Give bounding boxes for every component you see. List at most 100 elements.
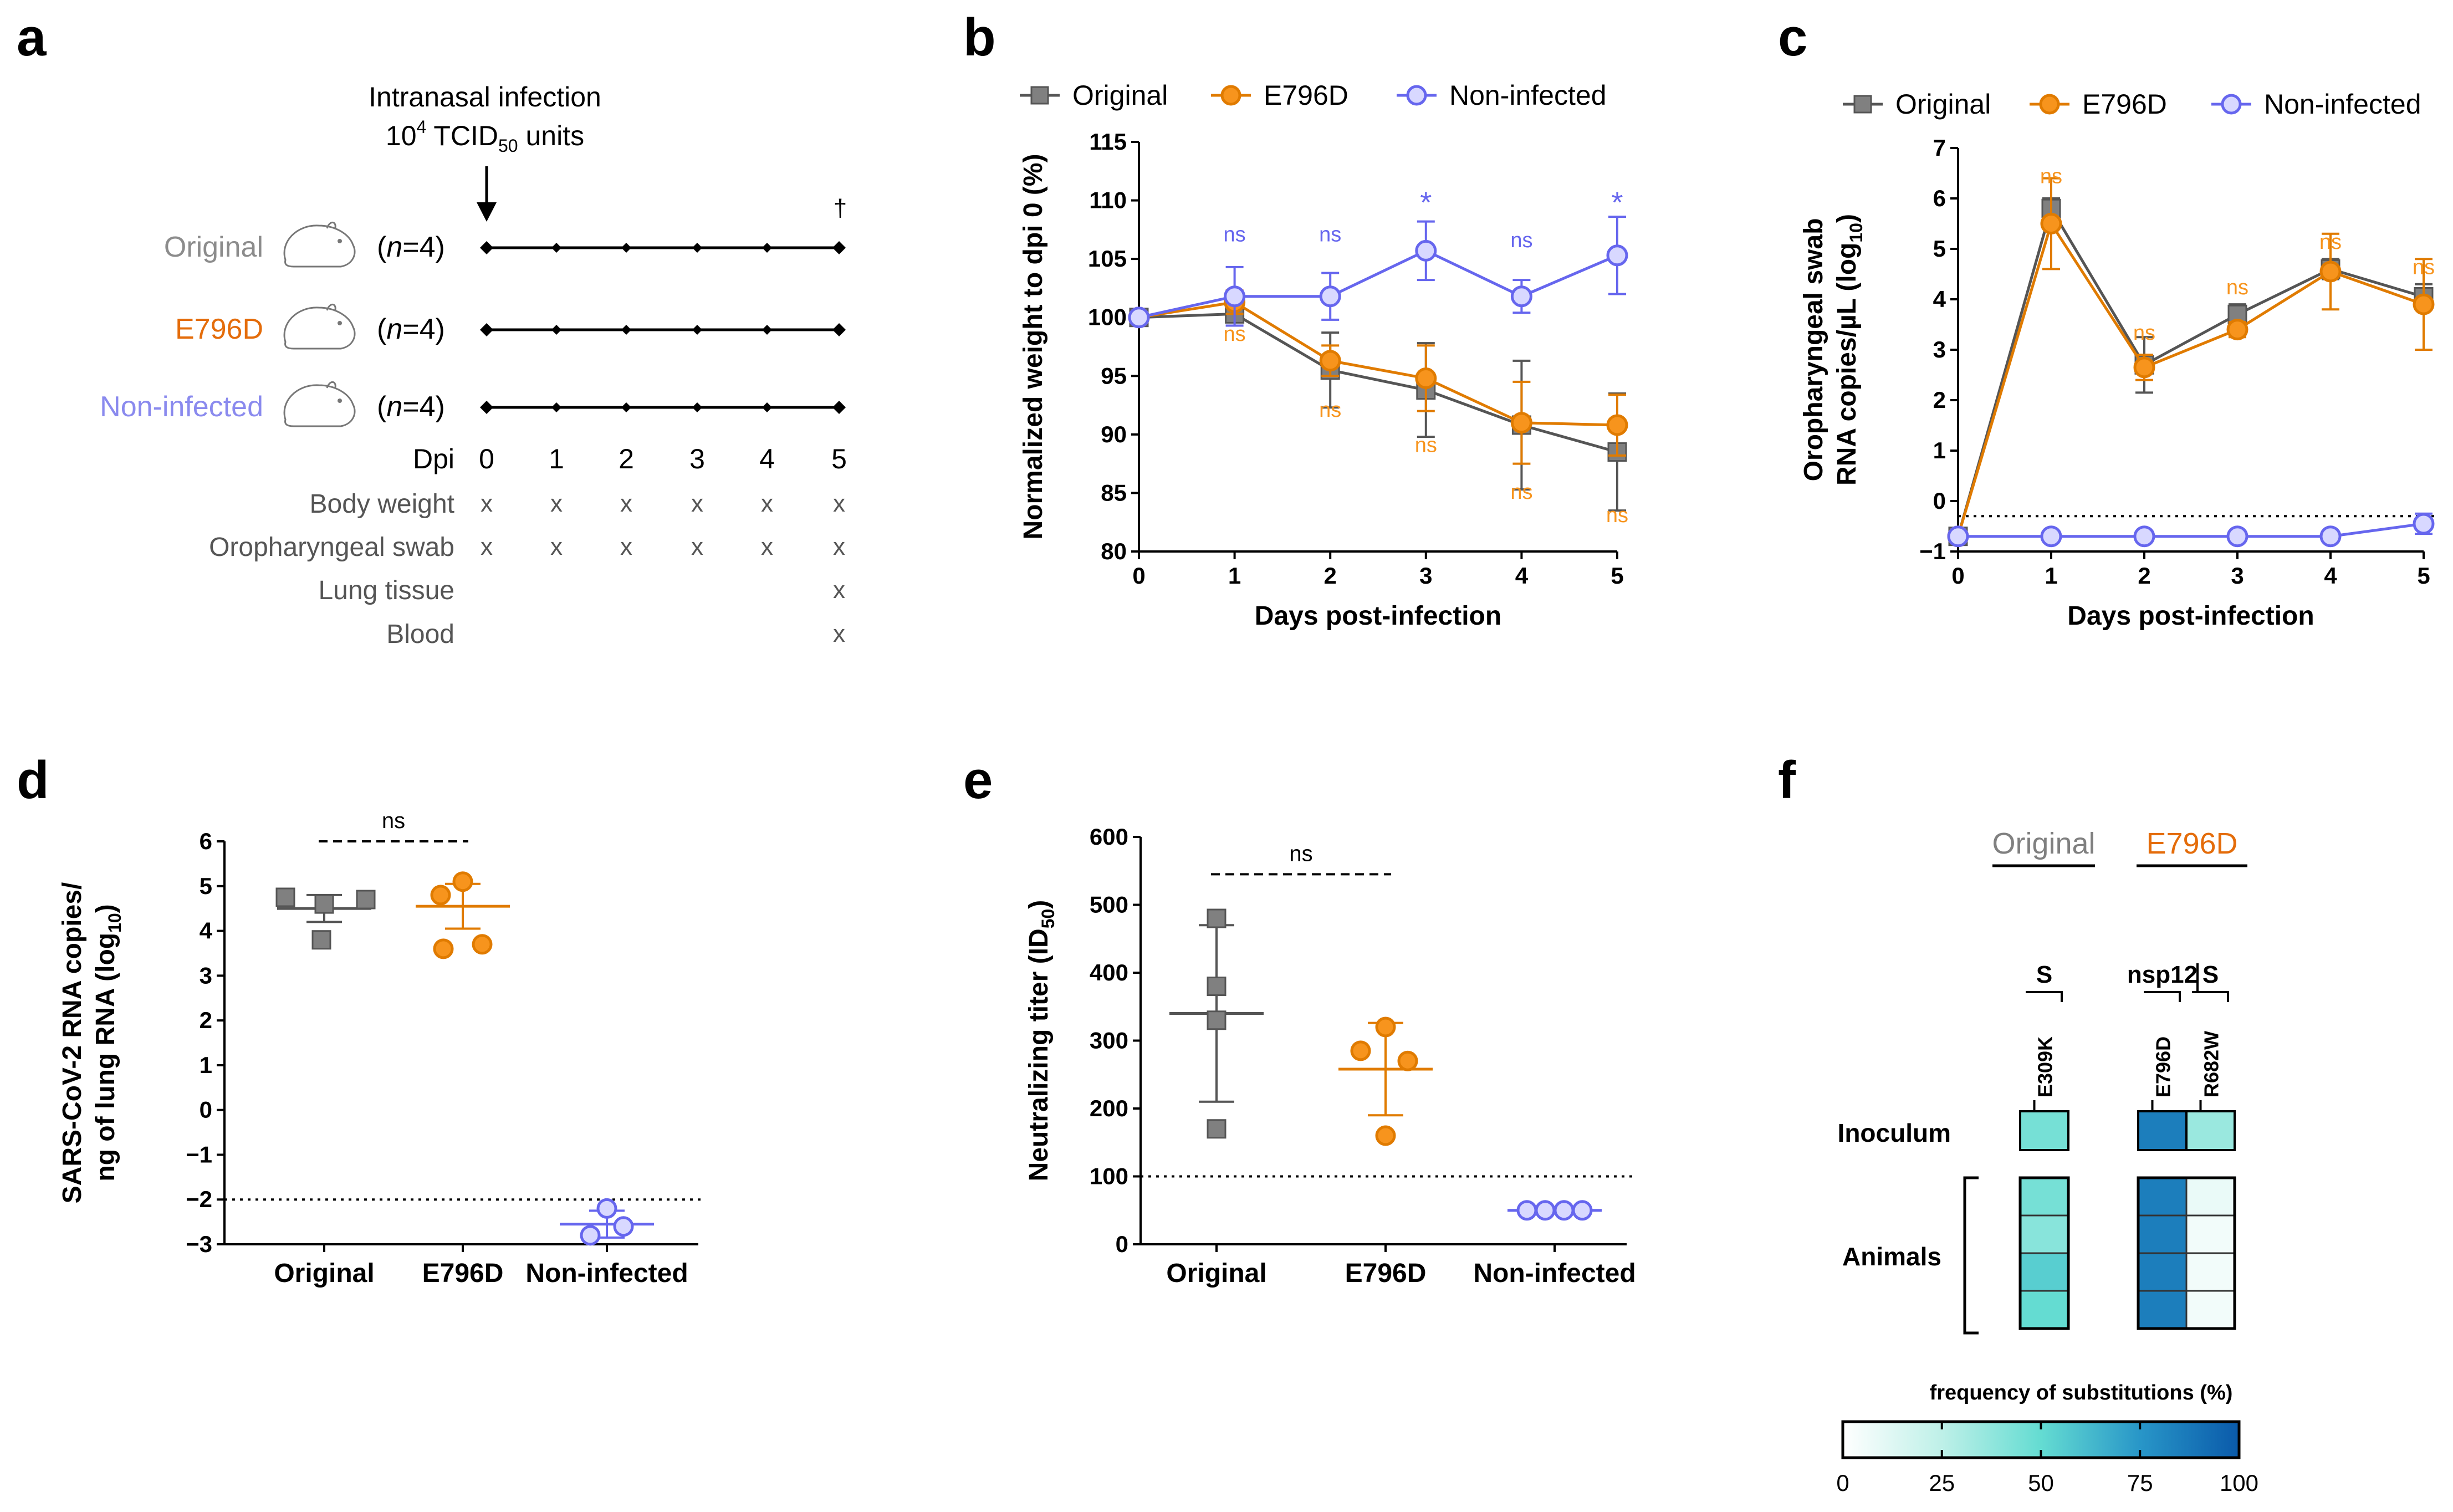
annotation-label: ns: [2319, 231, 2342, 254]
y-title-end: ): [91, 904, 120, 913]
category-label-non-infected: Non-infected: [525, 1259, 688, 1288]
timeline-diamond: [480, 241, 493, 254]
timeline-diamond: [692, 243, 702, 253]
data-point-e796d: [1350, 1040, 1371, 1061]
data-point-non-infected: [2319, 525, 2342, 548]
category-label-non-infected: Non-infected: [1473, 1259, 1636, 1288]
annotation-label: ns: [2040, 165, 2062, 188]
sample-mark: x: [833, 533, 845, 560]
data-point-non-infected: [1128, 307, 1150, 329]
category-label-original: Original: [1166, 1259, 1266, 1288]
y-title-part: RNA copies/µL (log: [1832, 243, 1862, 486]
y-tick-label: 85: [1101, 479, 1127, 505]
heatmap-cell-animal: [2137, 1214, 2188, 1254]
data-point-non-infected: [596, 1198, 617, 1219]
timeline-diamond: [762, 402, 772, 412]
colorbar-tick-label: 25: [1929, 1470, 1955, 1496]
dpi-day-1: 1: [549, 443, 564, 474]
heatmap-cell-animal: [2019, 1214, 2069, 1254]
sample-label-oropharyngeal-swab: Oropharyngeal swab: [209, 533, 454, 562]
y-title-part: Neutralizing titer (ID: [1024, 928, 1054, 1181]
annotation-label: *: [1611, 186, 1623, 219]
group-n-label: (n=4): [377, 391, 445, 423]
y-tick-label: 0: [1933, 488, 1946, 514]
y-tick-label: 100: [1088, 304, 1127, 330]
group-n-value: =4): [402, 231, 445, 263]
legend-marker-e796d: [1220, 85, 1241, 106]
legend-marker-e796d: [2039, 94, 2060, 115]
sample-mark: x: [481, 490, 493, 517]
series-e796d: [416, 871, 510, 959]
timeline-diamond: [551, 243, 561, 253]
y-tick-label: 110: [1089, 187, 1127, 213]
data-point-e796d: [1510, 412, 1532, 434]
annotation-label: ns: [1606, 504, 1628, 527]
group-label-non-infected: Non-infected: [100, 391, 263, 423]
sample-mark: x: [761, 490, 773, 517]
annotation-label: *: [1420, 186, 1432, 219]
y-tick-label: −1: [186, 1141, 212, 1167]
y-tick-label: −3: [186, 1231, 212, 1257]
data-point-original: [1207, 1119, 1226, 1139]
annotation-label: ns: [1319, 223, 1341, 246]
group-label-original: Original: [164, 231, 263, 263]
y-axis-title-line1: Oropharyngeal swab: [1799, 218, 1828, 482]
x-axis-title: Days post-infection: [2067, 601, 2314, 631]
colorbar-tick-label: 50: [2028, 1470, 2054, 1496]
x-tick-label: 3: [1419, 563, 1432, 589]
dagger-symbol: †: [834, 195, 847, 222]
x-tick-label: 2: [1324, 563, 1337, 589]
series-original: [1169, 908, 1264, 1139]
data-point-non-infected: [2226, 525, 2248, 548]
data-point-e796d: [2040, 213, 2062, 234]
y-title-sub: 50: [1038, 909, 1058, 929]
sample-mark: x: [620, 533, 632, 560]
guinea-pig-ear: [326, 303, 336, 311]
legend-marker-non-infected: [1406, 85, 1427, 106]
annotation-label: ns: [1510, 229, 1532, 252]
legend-label-e796d: E796D: [2082, 89, 2167, 120]
y-axis-title: Normalized weight to dpi 0 (%): [1019, 154, 1048, 539]
data-point-e796d: [2226, 319, 2248, 341]
legend-label-non-infected: Non-infected: [2264, 89, 2421, 120]
heatmap-cell-animal: [2185, 1290, 2236, 1330]
sample-label-lung-tissue: Lung tissue: [318, 576, 454, 605]
panel-letter-c: c: [1778, 8, 1807, 67]
gene-label-s: S: [2202, 961, 2219, 988]
gene-label-s: S: [2036, 961, 2052, 988]
data-point-non-infected: [580, 1225, 601, 1246]
sample-mark: x: [761, 533, 773, 560]
guinea-pig-eye: [338, 239, 342, 243]
data-point-non-infected: [2133, 525, 2155, 548]
legend-label-e796d: E796D: [1264, 80, 1348, 111]
x-tick-label: 0: [1951, 563, 1964, 589]
data-point-non-infected: [613, 1216, 634, 1237]
group-n-value: =4): [402, 313, 445, 345]
colorbar-title: frequency of substitutions (%): [1930, 1381, 2233, 1404]
annotation-label: ns: [1415, 434, 1437, 457]
infection-dose: 104 TCID50 units: [386, 117, 584, 156]
sample-mark: x: [691, 490, 703, 517]
guinea-pig-icon: [283, 381, 356, 427]
group-n-label: (n=4): [377, 231, 445, 263]
series-line-original: [1138, 312, 1618, 453]
sample-label-body-weight: Body weight: [310, 489, 455, 519]
y-tick-label: 300: [1090, 1028, 1128, 1054]
heatmap-cell-inoculum: [2019, 1110, 2069, 1151]
x-tick-label: 1: [1228, 563, 1241, 589]
category-label-e796d: E796D: [422, 1259, 504, 1288]
y-tick-label: 95: [1101, 362, 1127, 389]
heatmap-animals-border: [2018, 1176, 2070, 1330]
guinea-pig-icon: [283, 221, 356, 268]
y-tick-label: 2: [200, 1007, 212, 1033]
series-original: [1129, 304, 1627, 512]
sample-mark: x: [691, 533, 703, 560]
data-point-e796d: [2133, 356, 2155, 379]
data-point-e796d: [2319, 260, 2342, 283]
mutation-label-r682w: R682W: [2200, 1031, 2223, 1097]
dpi-label: Dpi: [413, 443, 454, 474]
heatmap-cell-animal: [2137, 1252, 2188, 1292]
heatmap-animals-border: [2137, 1176, 2236, 1330]
series-e796d: [1338, 1016, 1433, 1146]
